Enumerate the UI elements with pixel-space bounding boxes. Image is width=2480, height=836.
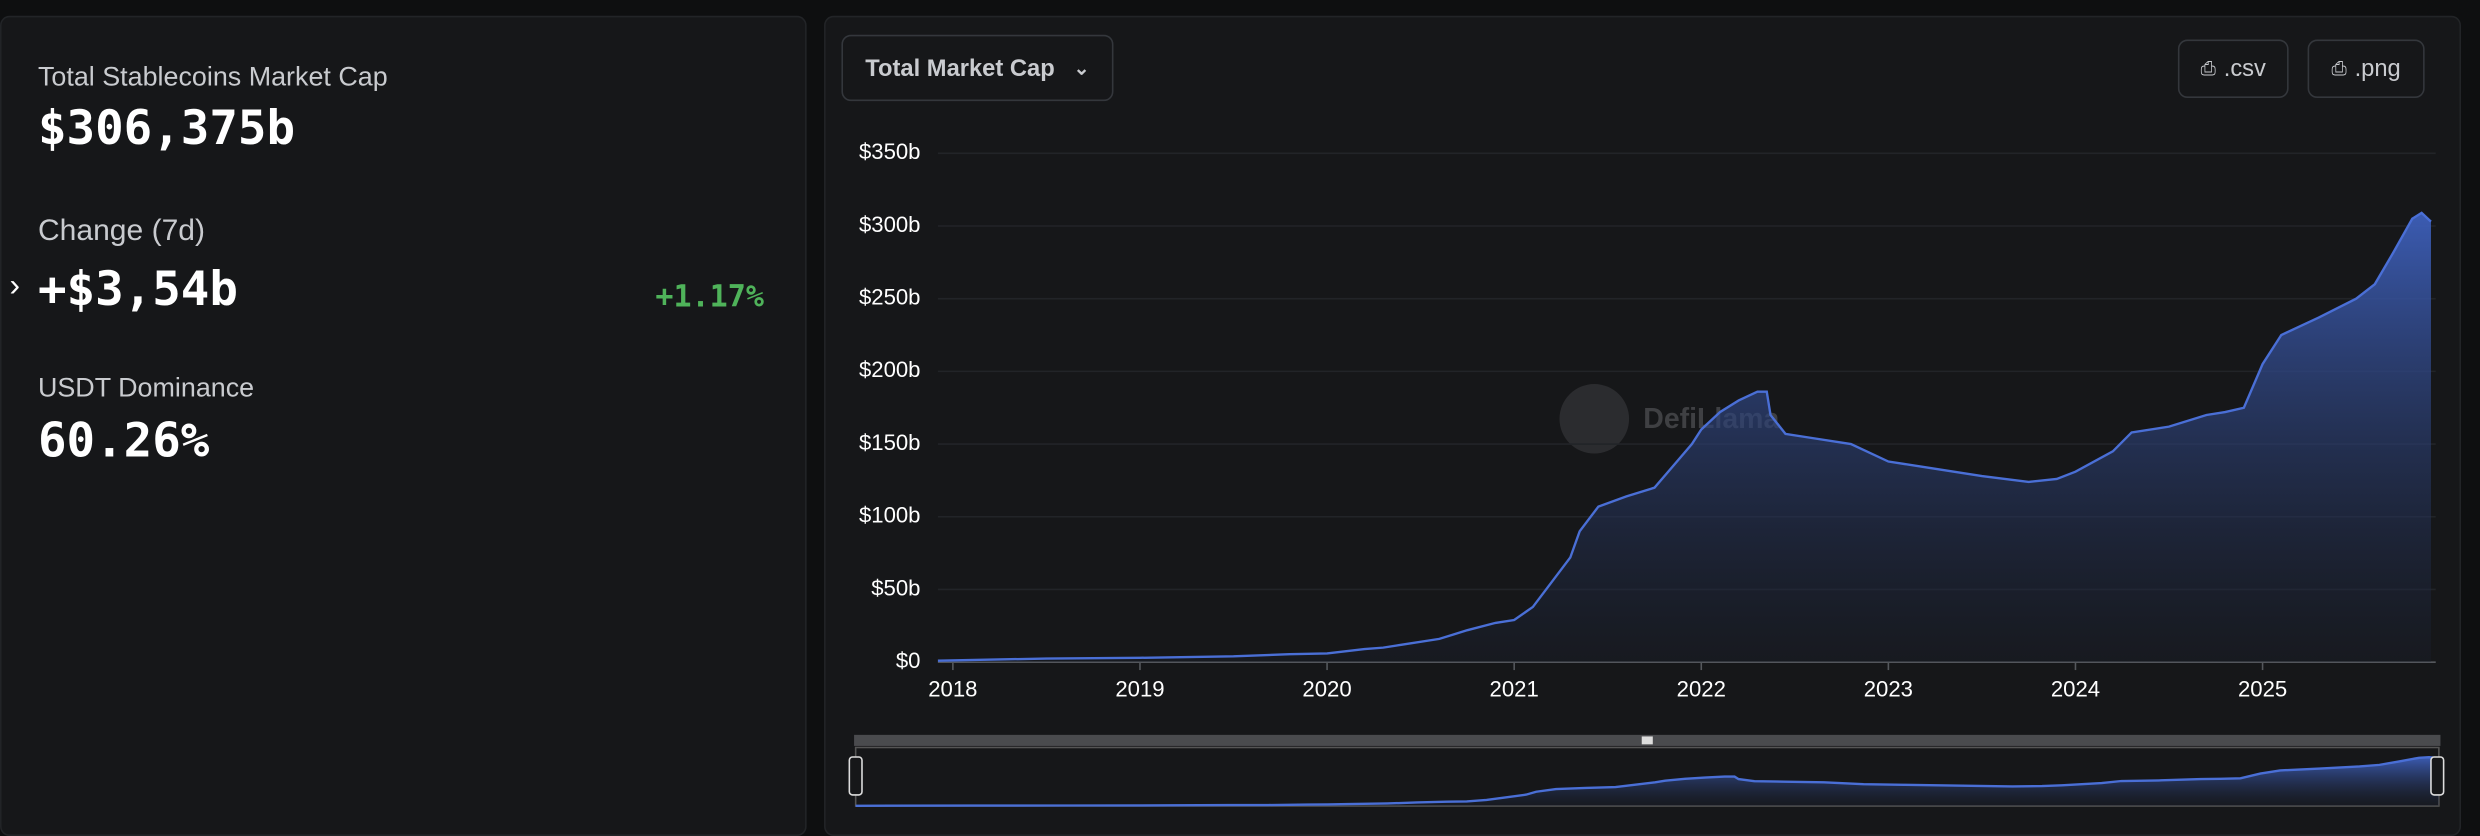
y-tick-label: $0 [896,648,921,673]
stat-label: Change (7d) [37,214,206,249]
y-tick-label: $100b [859,503,921,528]
expand-chevron[interactable]: › [9,268,21,304]
stat-value: $306,375b [37,101,296,157]
button-label: .png [2354,55,2401,83]
csv-button[interactable]: ⎙ .csv [2177,39,2289,98]
y-tick-label: $150b [859,430,921,455]
stat-change: +1.17% [655,279,764,315]
chart-dropdown[interactable]: Total Market Cap ⌄ [841,34,1114,102]
stat-value: 60.26% [37,414,210,470]
y-tick-label: $200b [859,357,921,382]
brush-handle[interactable] [2430,756,2445,796]
line [855,755,2439,808]
y-tick-label: $300b [859,212,921,237]
stat-label: Total Stablecoins Market Cap [37,61,388,92]
area [855,757,2439,806]
area [937,212,2431,663]
y-tick-label: $50b [871,575,920,600]
x-tick-label: 2019 [1115,676,1164,701]
brush-grip[interactable] [1641,736,1653,745]
stats-panel [0,15,807,836]
dropdown-label: Total Market Cap [865,54,1055,82]
brush-handle[interactable] [848,756,863,796]
x-tick-label: 2025 [2238,676,2287,701]
x-tick-label: 2023 [1864,676,1913,701]
x-tick-label: 2020 [1302,676,1351,701]
line [937,211,2432,662]
x-tick-label: 2021 [1490,676,1539,701]
png-button[interactable]: ⎙ .png [2307,39,2425,98]
stat-value: +$3,54b [37,262,238,318]
x-tick-label: 2018 [928,676,977,701]
y-tick-label: $250b [859,285,921,310]
x-tick-label: 2024 [2051,676,2100,701]
x-tick-label: 2022 [1677,676,1726,701]
watermark-icon [1559,384,1630,454]
button-label: .csv [2223,55,2266,83]
stat-label: USDT Dominance [37,372,255,403]
y-tick-label: $350b [859,139,921,164]
